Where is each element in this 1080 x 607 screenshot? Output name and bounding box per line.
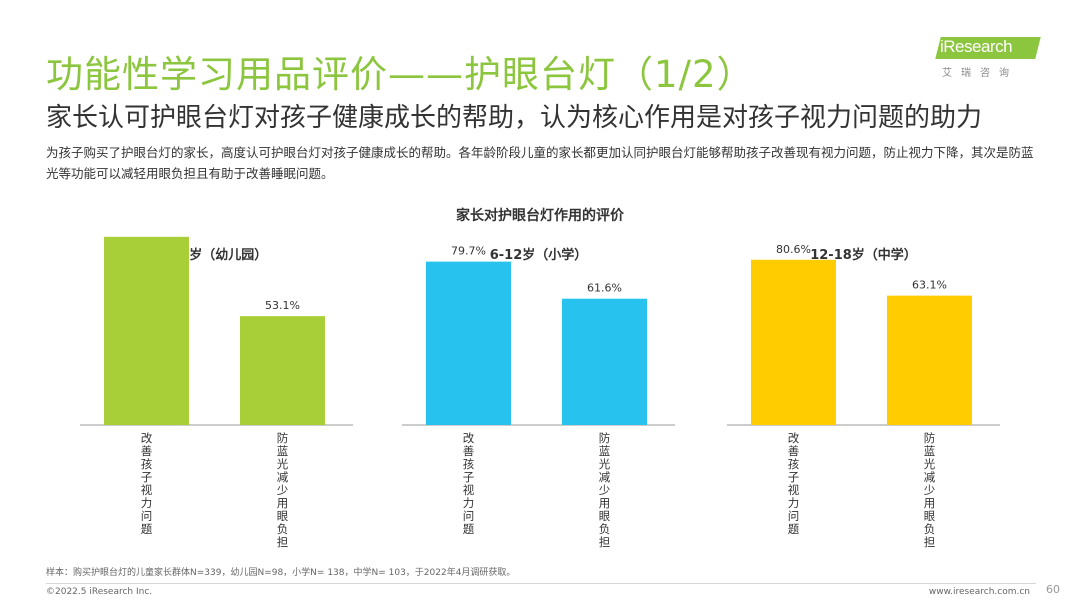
bar [240, 316, 325, 425]
category-label: 改善孩子视力问题 [788, 431, 800, 536]
logo-subtext: 艾瑞咨询 [942, 68, 1018, 79]
category-label: 防蓝光减少用眼负担 [599, 431, 611, 549]
data-label: 79.7% [451, 245, 486, 258]
bar [562, 298, 647, 425]
bar-chart: 3-6岁（幼儿园） 91.8% 改善孩子视力问题 53.1% 防蓝光减少用眼负担 6-12… [80, 230, 1000, 549]
sample-footnote: 样本：购买护眼台灯的儿童家长群体N=339，幼儿园N=98，小学N= 138，中… [46, 568, 516, 578]
panel-title: 6-12岁（小学） [490, 247, 588, 263]
category-label: 防蓝光减少用眼负担 [924, 431, 936, 549]
website-link[interactable]: www.iresearch.com.cn [928, 587, 1030, 597]
data-label: 91.8% [129, 230, 164, 233]
data-label: 61.6% [587, 282, 622, 295]
panel-title: 12-18岁（中学） [810, 247, 917, 263]
bar [426, 261, 511, 425]
data-label: 53.1% [265, 299, 300, 312]
page-subtitle: 家长认可护眼台灯对孩子健康成长的帮助，认为核心作用是对孩子视力问题的助力 [46, 103, 983, 133]
bar [751, 259, 836, 425]
bar [104, 236, 189, 425]
data-label: 80.6% [776, 243, 811, 256]
category-label: 改善孩子视力问题 [141, 431, 153, 536]
page-number: 60 [1046, 583, 1060, 596]
page-title: 功能性学习用品评价——护眼台灯（1/2） [46, 53, 755, 96]
copyright: ©2022.5 iResearch Inc. [46, 587, 153, 597]
footer-divider [46, 583, 1036, 584]
bar [887, 295, 972, 425]
chart-title: 家长对护眼台灯作用的评价 [456, 208, 624, 224]
category-label: 改善孩子视力问题 [463, 431, 475, 536]
page-description: 为孩子购买了护眼台灯的家长，高度认可护眼台灯对孩子健康成长的帮助。各年龄阶段儿童… [46, 145, 1034, 181]
panel-title: 3-6岁（幼儿园） [166, 247, 268, 263]
logo-text: iResearch [940, 37, 1013, 56]
data-label: 63.1% [912, 279, 947, 292]
iresearch-logo: iResearch 艾瑞咨询 [930, 33, 1041, 83]
category-label: 防蓝光减少用眼负担 [277, 431, 289, 549]
